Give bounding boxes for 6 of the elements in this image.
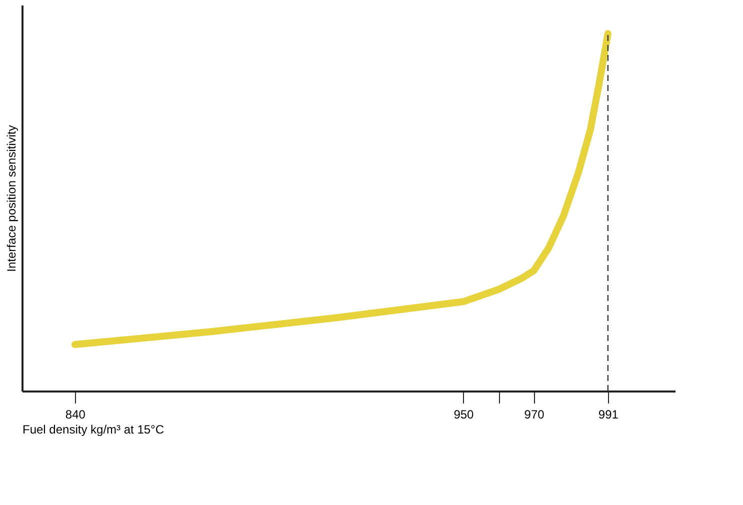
x-tick-label: 970 bbox=[524, 408, 545, 422]
x-tick-label: 840 bbox=[65, 408, 86, 422]
x-tick-label: 991 bbox=[598, 408, 619, 422]
y-axis-title: Interface position sensitivity bbox=[4, 125, 18, 272]
x-axis-title: Fuel density kg/m³ at 15°C bbox=[22, 422, 164, 436]
x-tick-label: 950 bbox=[454, 408, 474, 422]
